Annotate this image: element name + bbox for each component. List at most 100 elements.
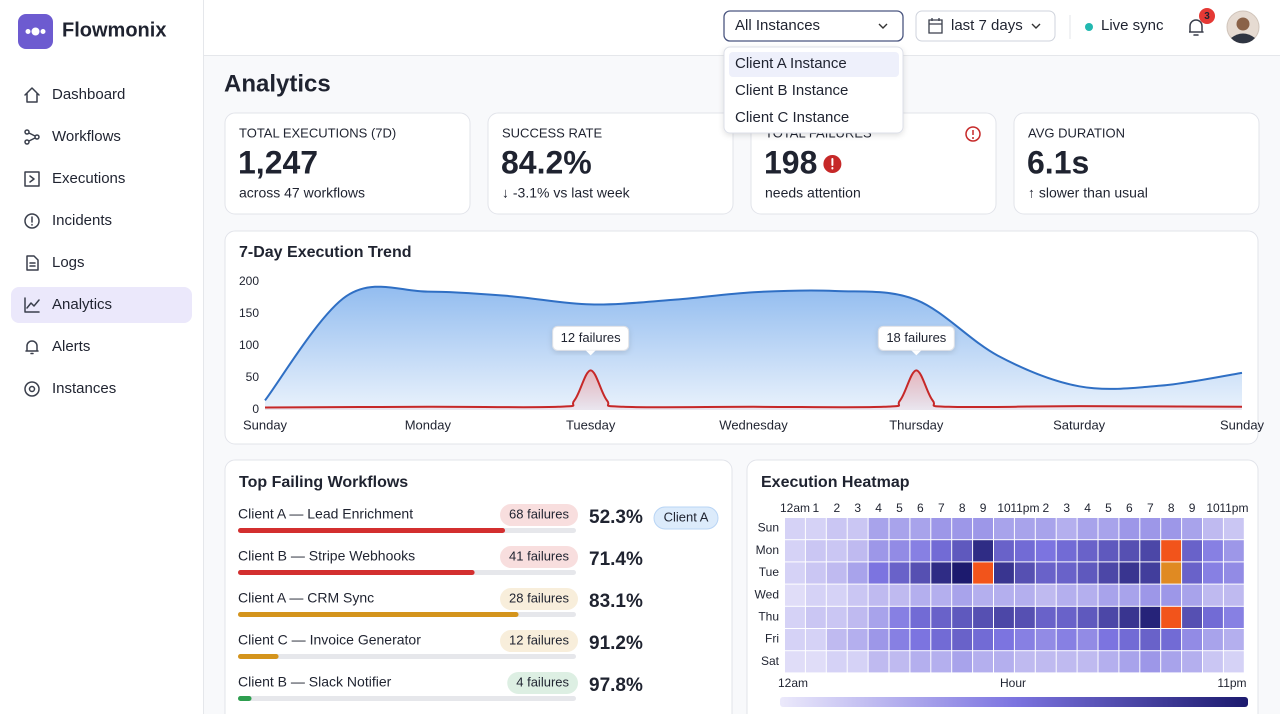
nav-item[interactable]: Dashboard	[24, 86, 125, 103]
heat-cell	[1119, 629, 1140, 651]
heat-cell	[1077, 629, 1098, 651]
heat-cell	[1056, 562, 1077, 584]
heat-cell	[910, 629, 931, 651]
hour-label: 3	[1063, 501, 1070, 515]
failure-bar	[238, 612, 519, 617]
heat-cell	[994, 584, 1014, 606]
nav-item[interactable]: Alerts	[25, 338, 90, 355]
nav-item[interactable]: Logs	[26, 254, 85, 271]
nav-item[interactable]: Workflows	[24, 128, 121, 145]
date-range[interactable]: last 7 days	[915, 10, 1056, 42]
heat-cell	[1223, 584, 1244, 606]
nav-label: Alerts	[52, 338, 90, 355]
heat-cell	[826, 540, 847, 562]
hour-label: 4	[875, 501, 882, 515]
badge	[1199, 8, 1215, 24]
heat-cell	[973, 518, 993, 540]
nav-icon	[24, 87, 40, 103]
kpi-value: 6.1s	[1027, 144, 1089, 180]
heat-cell	[994, 518, 1014, 540]
heat-cell	[785, 606, 805, 628]
heat-cell	[1035, 606, 1056, 628]
heat-cell	[826, 518, 847, 540]
day-label: Thu	[758, 609, 779, 623]
nav-item[interactable]: Instances	[24, 380, 116, 397]
kpi-note: ↓ -3.1% vs last week	[502, 185, 631, 201]
day-label: Fri	[765, 632, 779, 646]
x-tick-label: Monday	[405, 417, 452, 432]
y-tick-label: 0	[252, 402, 259, 416]
heat-cell	[952, 540, 973, 562]
hour-label: 8	[959, 501, 966, 515]
heat-cell	[1140, 584, 1161, 606]
day-label: Tue	[759, 565, 780, 579]
heat-cell	[952, 584, 973, 606]
kpi-card	[224, 112, 471, 215]
heat-cell	[1182, 518, 1202, 540]
kpi-value: 84.2%	[501, 144, 592, 180]
annotation: 18 failures	[877, 325, 955, 356]
heat-cell	[805, 562, 826, 584]
nav-item[interactable]: Incidents	[24, 212, 112, 229]
heat-cell	[952, 651, 973, 673]
heat-cell	[805, 518, 826, 540]
calendar-icon	[928, 18, 943, 34]
heat-cell	[952, 606, 973, 628]
heat-cell	[931, 629, 952, 651]
select-box	[723, 10, 904, 42]
success-rate: 97.8%	[589, 675, 643, 696]
heat-cell	[785, 540, 805, 562]
alert-dot	[972, 137, 974, 139]
kpi-label: TOTAL EXECUTIONS (7D)	[239, 125, 396, 140]
hour-label: 9	[980, 501, 987, 515]
hour-label: 2	[1042, 501, 1049, 515]
heat-cell	[931, 540, 952, 562]
page-title: Analytics	[224, 70, 331, 97]
dropdown-option[interactable]: Client B Instance	[735, 82, 848, 99]
heat-cell	[931, 518, 952, 540]
nav-item[interactable]: Analytics	[11, 287, 192, 323]
heat-cell	[1182, 606, 1202, 628]
heat-cell	[1056, 606, 1077, 628]
heat-cell	[1119, 584, 1140, 606]
heat-cell	[847, 629, 868, 651]
heat-cell	[1098, 651, 1119, 673]
heat-cell	[847, 606, 868, 628]
heat-cell	[973, 606, 993, 628]
heat-cell	[1119, 518, 1140, 540]
heat-cell	[931, 584, 952, 606]
heat-cell	[1035, 629, 1056, 651]
heat-cell	[1014, 651, 1035, 673]
workflow-name: Client B — Stripe Webhooks	[238, 548, 415, 564]
nav-icon	[24, 297, 40, 313]
dropdown-option[interactable]: Client C Instance	[735, 109, 849, 126]
kpi-value: 198	[764, 144, 817, 180]
failures-count: 68 failures	[509, 506, 569, 521]
heat-cell	[994, 540, 1014, 562]
heat-cell	[826, 606, 847, 628]
heat-cell	[847, 562, 868, 584]
nav-icon	[26, 255, 39, 271]
instance-select[interactable]: All Instances	[723, 10, 904, 42]
heat-cell	[826, 584, 847, 606]
heat-cell	[805, 629, 826, 651]
failures-count: 12 failures	[509, 632, 569, 647]
hour-label: 11pm	[1219, 501, 1248, 515]
axis-label: Hour	[1000, 676, 1026, 690]
success-rate: 71.4%	[589, 549, 643, 570]
avatar[interactable]	[1226, 10, 1260, 44]
heat-cell	[931, 651, 952, 673]
heat-cell	[1203, 518, 1223, 540]
failures-count: 41 failures	[509, 548, 569, 563]
hour-label: 12am	[780, 501, 810, 515]
x-tick-label: Tuesday	[566, 417, 616, 432]
heat-cell	[1223, 562, 1244, 584]
dropdown-option[interactable]: Client A Instance	[729, 52, 899, 77]
heat-cell	[931, 562, 952, 584]
hour-label: 10	[1206, 501, 1220, 515]
nav-item[interactable]: Executions	[24, 170, 125, 187]
notifications[interactable]: 3	[1189, 8, 1215, 36]
kpi-card	[1013, 112, 1260, 215]
nav-label: Logs	[52, 254, 85, 271]
heat-cell	[1014, 584, 1035, 606]
